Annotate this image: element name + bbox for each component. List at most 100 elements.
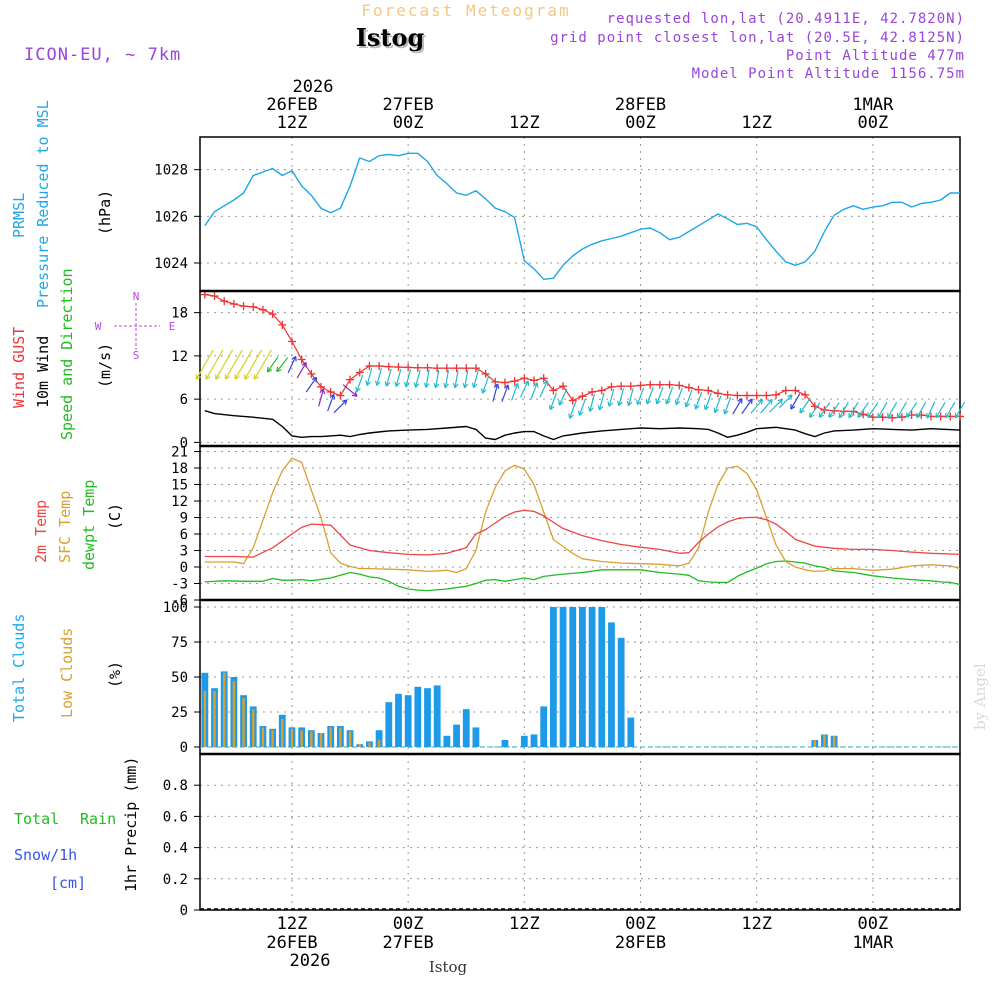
arrow-head-right <box>315 377 318 383</box>
bottom-day-label: 1MAR <box>852 933 894 953</box>
panel-clouds: 0 25 50 75 100 <box>163 599 961 756</box>
total-clouds-bar <box>462 709 470 747</box>
arrow-head-right <box>384 381 388 387</box>
arrow-head-right <box>751 398 753 405</box>
wind-direction-arrow <box>423 369 430 388</box>
panels: 102410261028061218-6-3036912151821025507… <box>154 136 966 919</box>
arrow-head-left <box>215 376 221 380</box>
arrow-head-right <box>423 382 427 388</box>
y-tick-label: 1024 <box>154 256 188 272</box>
arrow-head-right <box>703 404 706 410</box>
wind-direction-arrow <box>935 401 946 419</box>
wind-direction-arrow <box>867 402 879 418</box>
low-clouds-bar <box>252 709 255 747</box>
wind-direction-arrow <box>778 394 793 409</box>
arrow-head-right <box>790 394 793 400</box>
arrow-head-left <box>599 405 604 411</box>
arrow-shaft <box>877 401 888 419</box>
arrow-shaft <box>464 369 469 388</box>
arrow-shaft <box>473 370 479 388</box>
arrow-shaft <box>501 384 509 403</box>
arrow-head-left <box>254 376 260 380</box>
wind-gust-marker <box>413 363 422 372</box>
arrow-head-right <box>536 382 539 388</box>
arrow-head-right <box>626 400 630 406</box>
total-clouds-bar <box>404 695 412 747</box>
low-clouds-bar <box>281 719 284 747</box>
total-clouds-bar <box>520 735 528 747</box>
arrow-head-left <box>618 401 623 407</box>
wind-direction-arrow <box>539 380 549 398</box>
low-clouds-bar <box>329 727 332 747</box>
wind-gust-marker <box>704 386 713 395</box>
arrow-shaft <box>444 369 450 388</box>
wind-gust-marker <box>636 381 645 390</box>
arrow-head-left <box>790 405 796 410</box>
wind-gust-marker <box>520 374 529 383</box>
arrow-head-right <box>344 399 348 405</box>
top-hour-label: 12Z <box>741 113 772 133</box>
arrow-head-left <box>435 383 440 389</box>
arrow-shaft <box>945 401 956 419</box>
compass-n: N <box>133 290 140 303</box>
arrow-head-right <box>597 404 601 411</box>
arrow-shaft <box>519 380 529 398</box>
arrow-head-right <box>828 412 831 418</box>
top-hour-label: 12Z <box>277 113 308 133</box>
wind-gust-marker <box>849 407 858 416</box>
wind-direction-arrow <box>492 383 500 402</box>
panel-frame <box>199 136 961 292</box>
model-altitude: Model Point Altitude 1156.75m <box>692 66 965 82</box>
wind-direction-arrow <box>828 402 840 418</box>
compass-rose: N S E W <box>95 290 176 362</box>
wind-gust-marker <box>665 380 674 389</box>
wind-direction-arrow <box>501 384 510 403</box>
y-tick-label: 0 <box>180 903 188 919</box>
arrow-shaft <box>342 384 358 397</box>
wind-direction-arrow <box>703 392 712 411</box>
arrow-shaft <box>867 402 879 418</box>
y-tick-label: 25 <box>171 705 188 721</box>
arrow-head-right <box>404 381 407 388</box>
arrow-shaft <box>333 399 348 414</box>
arrow-head-left <box>897 414 902 419</box>
wind-direction-arrow <box>597 392 605 411</box>
wind-direction-arrow <box>530 382 539 400</box>
clouds-unit: (%) <box>106 661 124 688</box>
wind-direction-arrow <box>588 393 596 412</box>
arrow-shaft <box>618 388 625 406</box>
low-clouds-bar <box>823 734 826 747</box>
arrow-head-right <box>665 398 668 405</box>
bottom-day-label: 26FEB <box>266 933 317 953</box>
wind-direction-arrow <box>558 388 568 406</box>
arrow-shaft <box>665 386 674 405</box>
wind-direction-arrow <box>375 367 383 386</box>
arrow-head-right <box>905 412 908 418</box>
arrow-head-right <box>433 382 437 389</box>
arrow-head-left <box>877 414 883 419</box>
top-day-label: 28FEB <box>615 95 666 115</box>
total-clouds-bar <box>443 735 451 747</box>
arrow-head-left <box>205 376 211 380</box>
arrow-shaft <box>215 349 234 380</box>
arrow-head-left <box>867 414 873 418</box>
bottom-hour-label: 12Z <box>509 914 540 934</box>
wind-direction-arrow <box>799 397 811 414</box>
arrow-head-left <box>828 414 834 418</box>
arrow-head-left <box>291 355 297 360</box>
arrow-head-left <box>267 369 273 373</box>
wind-direction-arrow <box>327 393 336 412</box>
arrow-head-left <box>415 383 420 388</box>
y-tick-label: 0.6 <box>163 809 188 825</box>
arrow-shaft <box>366 367 373 386</box>
wind-direction-arrow <box>224 349 243 380</box>
arrow-shaft <box>253 349 272 380</box>
wind-gust-marker <box>258 305 267 314</box>
arrow-head-left <box>354 391 358 397</box>
low-clouds-bar <box>290 728 294 747</box>
wind-direction-arrow <box>253 349 272 380</box>
panel-pressure: 1024 1026 1028 <box>154 136 961 292</box>
wind-direction-arrow <box>287 355 297 373</box>
